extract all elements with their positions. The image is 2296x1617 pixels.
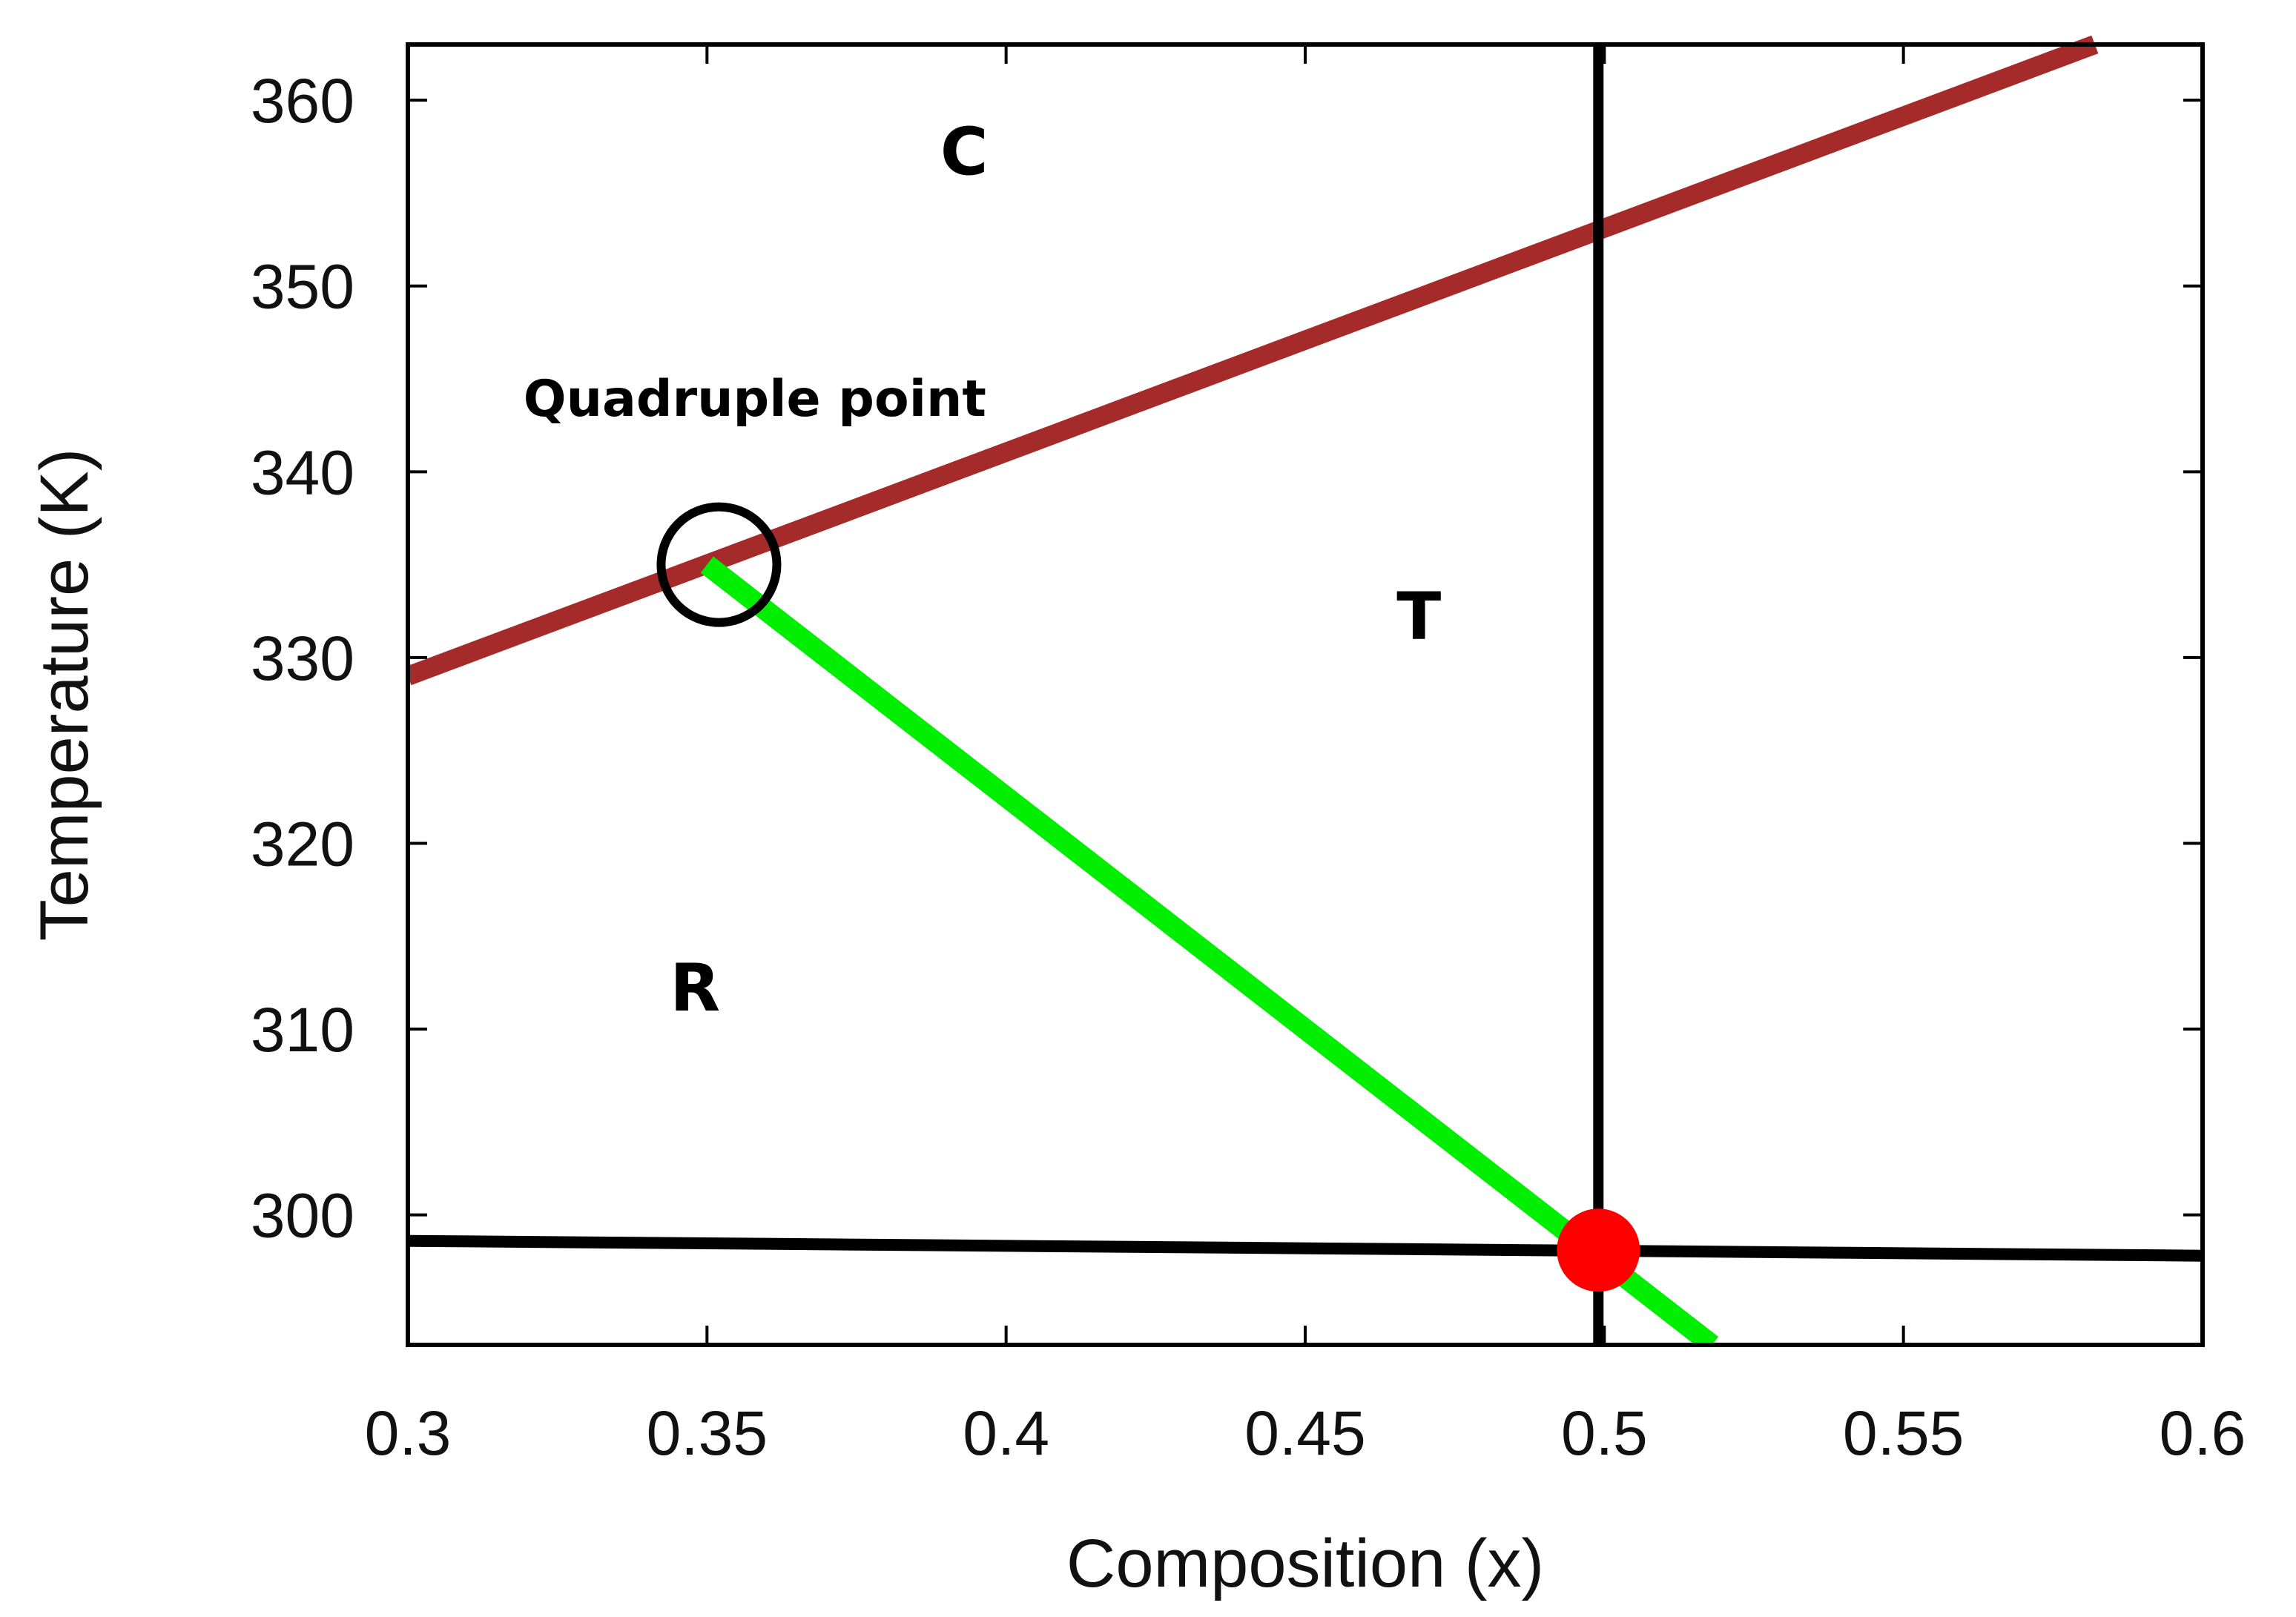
x-axis-title: Composition (x) xyxy=(1066,1526,1544,1601)
series-line-rt-boundary xyxy=(700,556,1719,1345)
tick-layer: 0.3 0.35 0.4 0.45 0.5 0.55 0.6 300 310 320 330 340 3… xyxy=(251,44,2246,1468)
y-tick-label: 320 xyxy=(251,809,354,879)
x-tick-label: 0.3 xyxy=(365,1398,452,1468)
series-line-horizontal-reference xyxy=(408,1234,2203,1262)
intersection-point-marker xyxy=(1557,1208,1640,1292)
y-tick-label: 350 xyxy=(251,252,354,322)
region-label-r: R xyxy=(670,950,720,1026)
plot-frame xyxy=(406,42,2205,1347)
quadruple-point-marker xyxy=(656,502,782,627)
x-tick-label: 0.6 xyxy=(2160,1398,2246,1468)
y-tick-label: 300 xyxy=(251,1181,354,1251)
quadruple-point-label: Quadruple point xyxy=(524,370,986,429)
x-tick-label: 0.35 xyxy=(647,1398,768,1468)
x-tick-label: 0.45 xyxy=(1244,1398,1366,1468)
x-tick-label: 0.5 xyxy=(1561,1398,1648,1468)
y-tick-label: 310 xyxy=(251,995,354,1065)
series-line-cubic-boundary xyxy=(408,35,2099,686)
y-tick-label: 330 xyxy=(251,624,354,693)
y-axis-title: Temperature (K) xyxy=(27,449,102,942)
region-label-t: T xyxy=(1396,578,1441,655)
marker-layer xyxy=(656,502,1640,1292)
y-tick-label: 340 xyxy=(251,437,354,507)
x-tick-label: 0.4 xyxy=(963,1398,1049,1468)
region-label-c: C xyxy=(940,113,989,190)
x-tick-label: 0.55 xyxy=(1843,1398,1965,1468)
y-tick-label: 360 xyxy=(251,66,354,136)
label-layer: C T R Quadruple point xyxy=(524,113,1441,1026)
series-layer xyxy=(408,35,2203,1345)
